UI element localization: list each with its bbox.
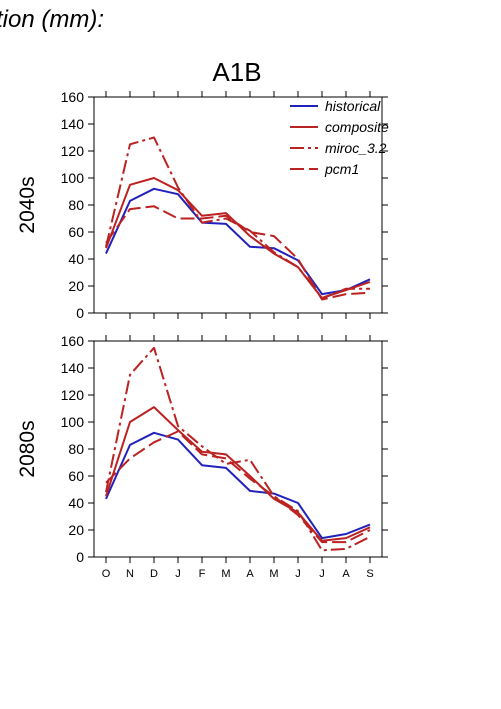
y-tick-label: 140 <box>61 360 85 376</box>
row-label-2040s: 2040s <box>16 176 39 233</box>
panels: 0 20 40 60 80 100 120 140 160 2040s 0 20 40 60 80 100 12… <box>16 89 388 580</box>
y-tick-label: 100 <box>61 170 85 186</box>
legend: historical composite miroc_3.2 pcm1 <box>290 98 389 177</box>
x-tick-label: D <box>150 568 158 580</box>
panel-2080s: 0 20 40 60 80 100 120 140 160 O N D J F M A M J J A S 2080s <box>16 333 388 580</box>
series-line-composite <box>105 177 371 300</box>
x-tick-label: M <box>269 568 278 580</box>
y-tick-label: 60 <box>68 224 84 240</box>
panel-2040s: 0 20 40 60 80 100 120 140 160 2040s <box>16 89 388 321</box>
legend-label-pcm1: pcm1 <box>324 161 359 177</box>
row-label-2080s: 2080s <box>16 420 39 477</box>
x-tick-label: J <box>175 568 181 580</box>
y-tick-label: 140 <box>61 116 85 132</box>
y-tick-label: 160 <box>61 333 85 349</box>
series-line-composite <box>105 406 371 542</box>
y-tick-label: 20 <box>68 278 84 294</box>
legend-label-composite: composite <box>325 119 389 135</box>
legend-label-historical: historical <box>325 98 381 114</box>
chart-title: A1B <box>212 57 261 87</box>
series-line-miroc-3-2 <box>105 346 371 552</box>
y-tick-label: 120 <box>61 143 85 159</box>
x-tick-label: O <box>102 568 111 580</box>
y-tick-label: 160 <box>61 89 85 105</box>
series-line-pcm1 <box>105 430 371 544</box>
x-tick-label: A <box>342 568 350 580</box>
x-tick-label: J <box>295 568 301 580</box>
legend-label-miroc-3-2: miroc_3.2 <box>325 140 387 156</box>
y-tick-label: 0 <box>76 305 84 321</box>
series-line-pcm1 <box>105 205 371 301</box>
y-tick-label: 40 <box>68 495 84 511</box>
header-text: tion (mm): <box>0 6 104 33</box>
y-tick-label: 80 <box>68 441 84 457</box>
x-tick-label: M <box>221 568 230 580</box>
series-line-historical <box>105 431 371 540</box>
plot-frame <box>93 340 383 558</box>
y-tick-label: 80 <box>68 197 84 213</box>
y-tick-label: 0 <box>76 549 84 565</box>
x-tick-label: S <box>366 568 373 580</box>
x-tick-label: A <box>246 568 254 580</box>
x-tick-label: J <box>319 568 325 580</box>
series-line-miroc-3-2 <box>105 136 370 300</box>
y-tick-label: 60 <box>68 468 84 484</box>
y-tick-label: 120 <box>61 387 85 403</box>
x-tick-label: N <box>126 568 134 580</box>
y-tick-label: 20 <box>68 522 84 538</box>
y-tick-label: 100 <box>61 414 85 430</box>
series-line-historical <box>105 187 371 296</box>
y-tick-label: 40 <box>68 251 84 267</box>
x-tick-label: F <box>199 568 206 580</box>
